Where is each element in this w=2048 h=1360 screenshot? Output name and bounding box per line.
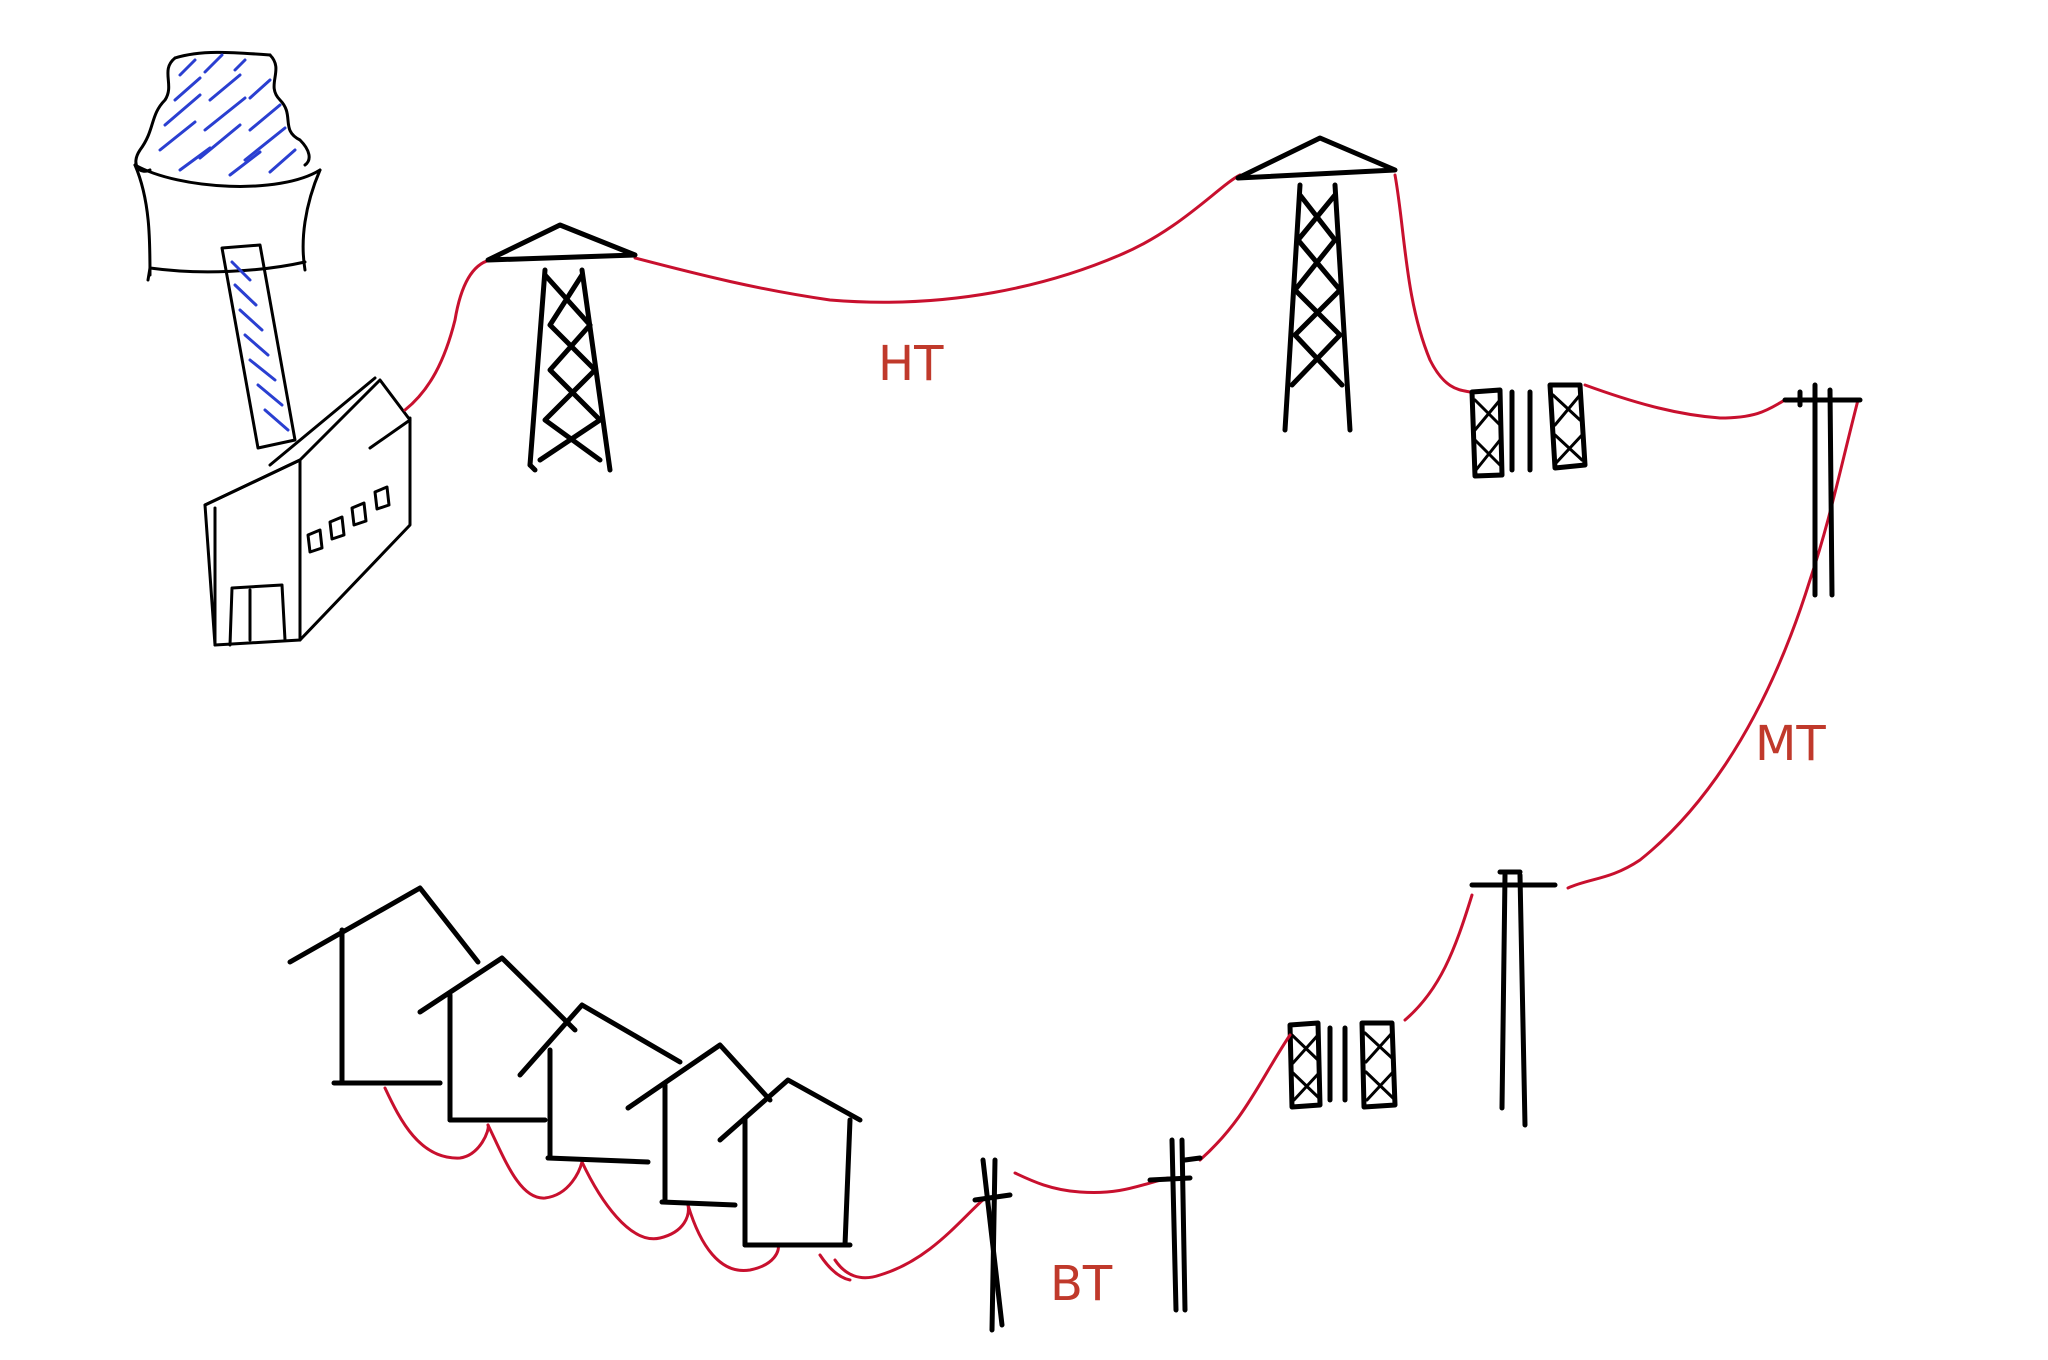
utility-pole-icon-4 <box>1147 1137 1203 1313</box>
wire-pole3-to-houses <box>833 1196 987 1280</box>
house-icon-2 <box>417 955 578 1123</box>
label-ht: HT <box>878 336 944 392</box>
label-mt: MT <box>1755 716 1826 772</box>
wire-pole1-to-pole2 <box>1566 398 1860 890</box>
wire-house-links-4 <box>686 1203 780 1273</box>
label-bt: BT <box>1050 1256 1113 1312</box>
cooling-tower-icon <box>133 163 322 282</box>
wire-house-links-2 <box>486 1123 584 1200</box>
wire-house-links-3 <box>580 1160 690 1241</box>
high-voltage-wires <box>403 173 1472 412</box>
utility-pole-icon-3 <box>972 1157 1013 1333</box>
wire-pylon1-to-pylon2 <box>633 173 1242 304</box>
steam-cloud-icon <box>134 50 311 177</box>
pylon-icon-1 <box>485 222 638 473</box>
house-icon-1 <box>287 885 481 1086</box>
wire-pole4-to-pole3 <box>1013 1171 1170 1195</box>
houses <box>287 885 863 1248</box>
transformer-icon-2 <box>1287 1020 1398 1110</box>
pylon-icon-2 <box>1235 135 1398 433</box>
wire-house-links-1 <box>383 1086 490 1160</box>
house-icon-3 <box>517 1002 683 1165</box>
wire-transformer1-to-pole1 <box>1583 383 1787 420</box>
transformer-icon-1 <box>1469 382 1588 479</box>
wire-pylon2-to-transformer <box>1393 173 1472 394</box>
low-voltage-wires <box>383 1033 1292 1282</box>
wire-transformer2-to-pole4 <box>1198 1033 1292 1162</box>
wire-plant-to-pylon1 <box>403 258 492 412</box>
wire-pole2-to-transformer2 <box>1403 893 1474 1022</box>
power-plant <box>133 50 412 647</box>
plant-pipe <box>220 243 297 450</box>
medium-voltage-wires <box>1403 383 1860 1022</box>
plant-building-icon <box>203 376 412 647</box>
utility-pole-icon-1 <box>1782 382 1863 598</box>
utility-pole-icon-2 <box>1469 869 1558 1128</box>
steam-strokes <box>158 53 297 177</box>
wire-house-links-5 <box>818 1253 852 1282</box>
house-icon-5 <box>717 1077 863 1248</box>
house-icon-4 <box>625 1042 773 1208</box>
